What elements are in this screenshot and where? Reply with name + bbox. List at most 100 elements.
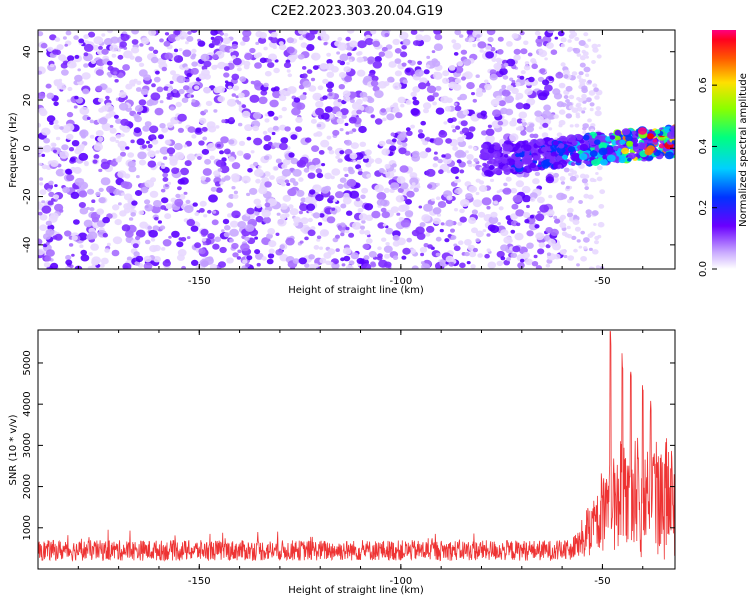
spectrogram-point xyxy=(488,216,499,225)
spectrogram-point xyxy=(559,222,567,229)
spectrogram-point xyxy=(576,53,582,57)
spectrogram-point xyxy=(401,255,407,260)
spectrogram-point xyxy=(149,190,159,198)
spectrogram-point xyxy=(585,97,592,103)
spectrogram-point xyxy=(222,37,231,45)
spectrogram-point xyxy=(531,261,539,267)
spectrogram-point xyxy=(489,73,498,81)
spectrogram-point xyxy=(448,261,455,267)
spectrogram-point xyxy=(664,151,674,160)
spectrogram-point xyxy=(108,74,113,78)
spectrogram-point xyxy=(45,83,52,89)
spectrogram-point xyxy=(136,138,145,146)
spectrogram-point xyxy=(582,134,590,141)
spectrogram-point xyxy=(150,134,156,139)
spectrogram-point xyxy=(594,240,599,245)
spectrogram-point xyxy=(586,213,592,218)
spectrogram-point xyxy=(477,253,483,258)
colorbar-gradient xyxy=(712,30,736,269)
spectrogram-point xyxy=(263,155,270,161)
spectrogram-point xyxy=(237,249,242,254)
spectrogram-point xyxy=(380,108,387,113)
spectrogram-point xyxy=(374,56,382,63)
spectrogram-point xyxy=(558,82,566,89)
spectrogram-point xyxy=(454,208,458,212)
spectrogram-point xyxy=(569,124,574,128)
spectrogram-point xyxy=(457,96,462,101)
spectrogram-point xyxy=(202,168,212,176)
spectrogram-point xyxy=(461,127,470,134)
spectrogram-point xyxy=(107,30,113,34)
spectrogram-point xyxy=(335,191,344,199)
spectrogram-point xyxy=(287,188,297,197)
spectrogram-point xyxy=(423,203,433,212)
spectrogram-point xyxy=(110,36,120,44)
spectrogram-point xyxy=(255,215,264,223)
spectrogram-point xyxy=(473,146,477,151)
spectrogram-point xyxy=(153,49,159,54)
spectrogram-point xyxy=(135,229,146,238)
spectrogram-point xyxy=(328,195,335,201)
spectrogram-point xyxy=(217,61,227,70)
spectrogram-point xyxy=(571,140,578,146)
spectrogram-point xyxy=(402,247,411,255)
spectrogram-point xyxy=(66,111,74,118)
spectrogram-point xyxy=(519,75,525,80)
spectrogram-point xyxy=(101,33,106,37)
spectrogram-point xyxy=(132,243,139,249)
spectrogram-point xyxy=(344,173,349,178)
spectrogram-point xyxy=(300,197,307,203)
spectrogram-point xyxy=(127,152,135,158)
spectrogram-point xyxy=(82,88,90,95)
spectrogram-point xyxy=(86,188,95,195)
spectrogram-point xyxy=(291,107,301,116)
spectrogram-point xyxy=(450,124,456,129)
spectrogram-point xyxy=(585,55,589,59)
spectrogram-point xyxy=(383,187,390,193)
spectrogram-point xyxy=(146,99,154,107)
spectrogram-point xyxy=(495,95,503,102)
spectrogram-point xyxy=(39,214,48,221)
spectrogram-point xyxy=(315,168,322,174)
spectrogram-point xyxy=(144,179,155,188)
spectrogram-point xyxy=(182,49,192,57)
spectrogram-point xyxy=(364,38,374,46)
spectrogram-point xyxy=(407,59,413,64)
spectrogram-point xyxy=(336,117,345,125)
spectrogram-point xyxy=(267,141,273,146)
spectrogram-point xyxy=(466,154,474,161)
spectrogram-point xyxy=(141,144,147,149)
spectrogram-point xyxy=(106,185,115,193)
spectrogram-point xyxy=(44,255,52,262)
spectrogram-point xyxy=(118,102,129,111)
spectrogram-point xyxy=(344,122,349,126)
spectrogram-point xyxy=(580,255,587,262)
spectrogram-point xyxy=(414,69,424,77)
spectrogram-point xyxy=(489,69,497,75)
spectrogram-point xyxy=(97,136,104,142)
spectrogram-point xyxy=(458,240,464,245)
spectrogram-point xyxy=(178,48,183,52)
spectrogram-point xyxy=(38,92,46,100)
spectrogram-point xyxy=(381,46,388,52)
spectrogram-point xyxy=(509,120,517,127)
spectrogram-point xyxy=(432,217,441,225)
spectrogram-point xyxy=(332,211,337,215)
spectrogram-point xyxy=(511,33,519,39)
spectrogram-point xyxy=(181,265,186,269)
spectrogram-point xyxy=(348,168,355,175)
spectrogram-point xyxy=(161,66,167,72)
spectrogram-point xyxy=(149,125,159,134)
spectrogram-point xyxy=(509,133,519,142)
spectrogram-point xyxy=(47,200,54,206)
spectrogram-point xyxy=(538,242,546,248)
spectrogram-point xyxy=(526,204,530,209)
spectrogram-point xyxy=(228,139,235,145)
spectrogram-point xyxy=(514,160,524,169)
spectrogram-point xyxy=(157,220,162,224)
spectrogram-point xyxy=(328,149,335,155)
spectrogram-point xyxy=(320,139,330,148)
spectrogram-point xyxy=(412,86,421,93)
spectrogram-point xyxy=(324,106,333,113)
spectrogram-point xyxy=(492,194,502,203)
